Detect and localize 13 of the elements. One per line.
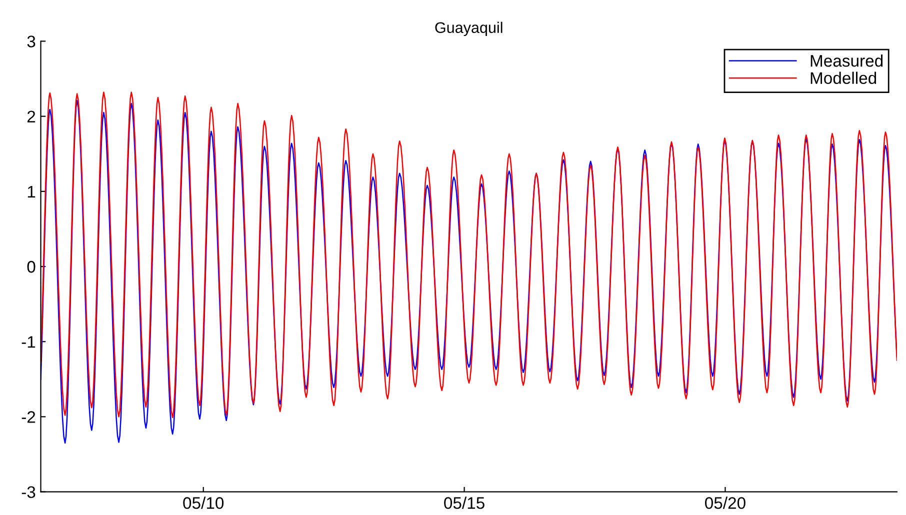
x-tick-label: 05/15 xyxy=(444,496,484,509)
y-tick-label: -2 xyxy=(22,411,36,423)
y-tick-label: 2 xyxy=(27,110,36,122)
y-tick-label: 3 xyxy=(27,36,36,48)
x-tick-label: 05/20 xyxy=(705,496,746,509)
y-tick-label: -1 xyxy=(22,336,36,348)
x-tick-label: 05/10 xyxy=(183,496,224,509)
legend-label: Modelled xyxy=(810,72,876,84)
chart-title: Guayaquil xyxy=(435,22,502,36)
legend-label: Measured xyxy=(810,54,883,67)
y-tick-label: 1 xyxy=(28,186,36,198)
y-tick-label: -3 xyxy=(22,486,36,498)
y-tick-label: 0 xyxy=(27,260,36,273)
